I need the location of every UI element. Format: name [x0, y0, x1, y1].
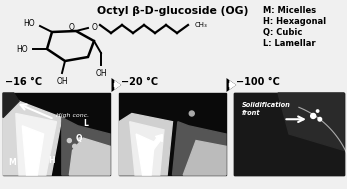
Bar	[119, 93, 226, 175]
Text: −20 °C: −20 °C	[121, 77, 158, 87]
Text: Q: Cubic: Q: Cubic	[263, 28, 302, 37]
FancyArrowPatch shape	[229, 80, 236, 90]
Text: Q: Q	[76, 134, 82, 143]
Polygon shape	[62, 118, 110, 175]
Text: L: L	[83, 119, 88, 128]
Text: OH: OH	[56, 77, 68, 86]
Polygon shape	[16, 114, 57, 175]
Text: −100 °C: −100 °C	[236, 77, 280, 87]
Circle shape	[318, 117, 322, 121]
Polygon shape	[136, 134, 154, 175]
Text: L: Lamellar: L: Lamellar	[263, 39, 316, 48]
Circle shape	[73, 144, 77, 148]
Polygon shape	[172, 122, 226, 175]
Text: H: Hexagonal: H: Hexagonal	[263, 17, 326, 26]
Text: M: Micelles: M: Micelles	[263, 6, 316, 15]
Text: O: O	[69, 22, 75, 32]
Polygon shape	[22, 126, 44, 175]
FancyArrowPatch shape	[149, 135, 162, 151]
Circle shape	[67, 139, 71, 143]
FancyArrowPatch shape	[111, 78, 121, 92]
Polygon shape	[183, 141, 226, 175]
Text: M: M	[8, 158, 16, 167]
Text: OH: OH	[95, 69, 107, 78]
Text: HO: HO	[16, 44, 28, 53]
Text: High conc.: High conc.	[57, 113, 90, 118]
FancyArrowPatch shape	[114, 80, 121, 90]
Polygon shape	[3, 101, 62, 175]
Text: CH₃: CH₃	[195, 22, 208, 28]
Circle shape	[316, 110, 319, 112]
Polygon shape	[130, 122, 164, 175]
Text: −16 °C: −16 °C	[5, 77, 42, 87]
Bar	[234, 93, 344, 175]
Bar	[234, 93, 344, 175]
Polygon shape	[119, 114, 172, 175]
Text: Octyl β-D-glucoside (OG): Octyl β-D-glucoside (OG)	[97, 6, 249, 16]
Text: H: H	[48, 156, 54, 165]
Bar	[3, 93, 110, 175]
Text: Solidification
front: Solidification front	[242, 102, 291, 116]
Circle shape	[311, 113, 316, 119]
Circle shape	[189, 111, 194, 116]
Text: O: O	[92, 23, 98, 33]
Circle shape	[78, 138, 82, 142]
Polygon shape	[278, 93, 344, 150]
FancyArrowPatch shape	[227, 78, 236, 92]
Text: HO: HO	[23, 19, 35, 29]
Polygon shape	[3, 93, 19, 118]
Polygon shape	[69, 138, 110, 175]
